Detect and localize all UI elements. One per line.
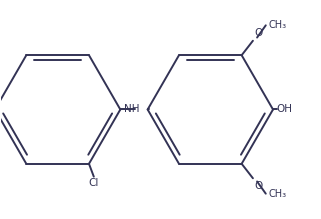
Text: CH₃: CH₃ xyxy=(269,20,287,30)
Text: Cl: Cl xyxy=(89,178,99,188)
Text: NH: NH xyxy=(124,104,140,115)
Text: O: O xyxy=(255,28,263,37)
Text: CH₃: CH₃ xyxy=(269,189,287,199)
Text: O: O xyxy=(255,182,263,191)
Text: OH: OH xyxy=(277,104,293,115)
